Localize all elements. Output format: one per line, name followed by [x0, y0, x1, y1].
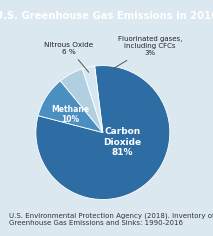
Text: U.S. Greenhouse Gas Emissions in 2016: U.S. Greenhouse Gas Emissions in 2016	[0, 11, 213, 21]
Text: Fluorinated gases,
including CFCs
3%: Fluorinated gases, including CFCs 3%	[115, 36, 182, 68]
Text: Methane
10%: Methane 10%	[51, 105, 89, 124]
Wedge shape	[60, 69, 103, 133]
Wedge shape	[36, 66, 170, 199]
Text: Nitrous Oxide
6 %: Nitrous Oxide 6 %	[44, 42, 93, 72]
Text: Carbon
Dioxide
81%: Carbon Dioxide 81%	[104, 127, 142, 157]
Wedge shape	[38, 81, 103, 133]
Text: U.S. Environmental Protection Agency (2018). Inventory of U.S.
Greenhouse Gas Em: U.S. Environmental Protection Agency (20…	[9, 212, 213, 226]
Wedge shape	[82, 66, 103, 133]
